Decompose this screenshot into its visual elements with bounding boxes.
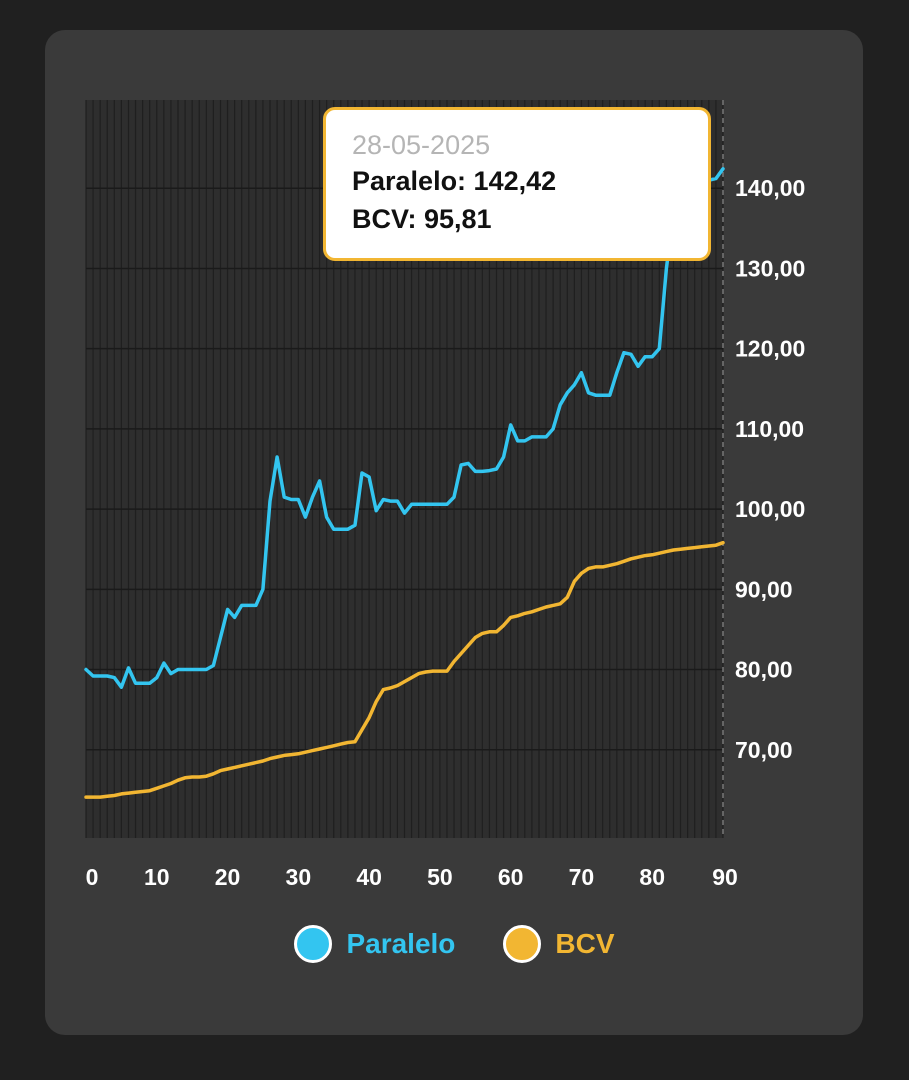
legend-item-bcv[interactable]: BCV: [503, 925, 615, 963]
y-tick-label: 120,00: [735, 336, 805, 362]
legend-label: BCV: [555, 928, 615, 959]
x-tick-label: 40: [356, 864, 382, 890]
series-lines: [84, 167, 725, 799]
y-tick-label: 90,00: [735, 576, 793, 602]
x-tick-label: 80: [639, 864, 665, 890]
x-tick-label: 70: [569, 864, 595, 890]
x-tick-label: 50: [427, 864, 453, 890]
y-axis-ticks: 70,00 80,00 90,00 100,00 110,00 120,00 130,00 1…: [735, 175, 805, 763]
y-tick-label: 140,00: [735, 175, 805, 201]
tooltip-date: 28-05-2025: [352, 130, 491, 160]
x-tick-label: 90: [712, 864, 738, 890]
y-tick-label: 80,00: [735, 657, 793, 683]
tooltip-paralelo-value: Paralelo: 142,42: [352, 166, 557, 196]
tooltip: 28-05-2025 Paralelo: 142,42 BCV: 95,81: [323, 107, 711, 261]
legend-item-paralelo[interactable]: Paralelo: [294, 925, 455, 963]
x-tick-label: 30: [286, 864, 312, 890]
legend: Paralelo BCV: [0, 914, 909, 974]
series-line-bcv: [84, 540, 725, 799]
bcv-dot-icon: [503, 925, 542, 963]
paralelo-dot-icon: [294, 925, 333, 963]
y-tick-label: 100,00: [735, 496, 805, 522]
x-tick-label: 60: [498, 864, 524, 890]
y-tick-label: 70,00: [735, 737, 793, 763]
y-tick-label: 110,00: [735, 416, 804, 442]
x-axis-ticks: 0 10 20 30 40 50 60 70 80 90: [86, 864, 738, 890]
x-tick-label: 0: [86, 864, 99, 890]
series-line-paralelo: [84, 167, 725, 689]
tooltip-bcv-value: BCV: 95,81: [352, 204, 492, 234]
legend-label: Paralelo: [346, 928, 456, 959]
y-tick-label: 130,00: [735, 255, 805, 281]
x-tick-label: 10: [144, 864, 170, 890]
x-tick-label: 20: [215, 864, 241, 890]
